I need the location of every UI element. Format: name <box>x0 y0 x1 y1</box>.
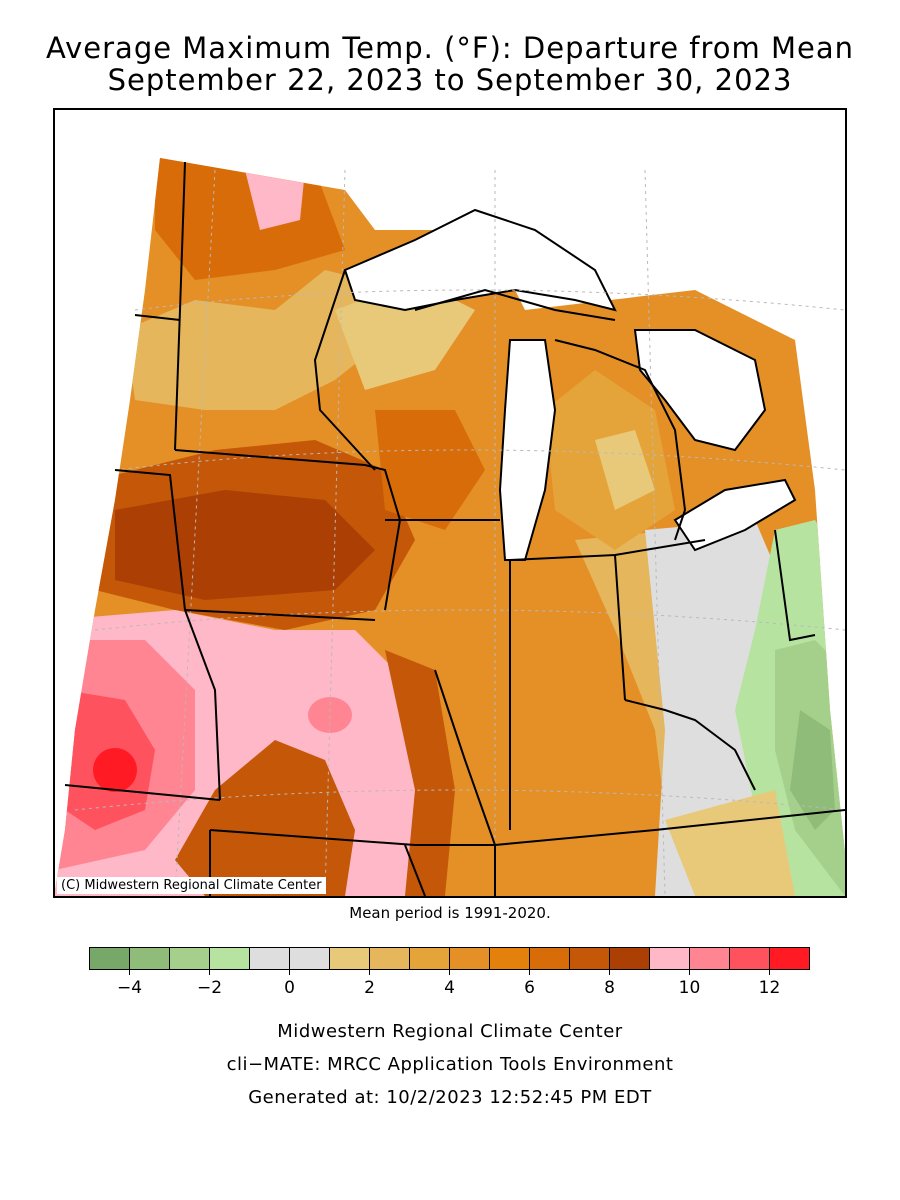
border-oh-pa <box>774 529 816 642</box>
field-pink-mo <box>308 697 352 733</box>
legend-tick-label: 10 <box>679 978 701 997</box>
field-lighttan-wi <box>335 280 475 390</box>
legend-bin <box>329 947 370 970</box>
legend-tick-label: 2 <box>364 978 375 997</box>
field-smo <box>175 740 355 896</box>
legend-tick-label: 4 <box>444 978 455 997</box>
mean-period-note: Mean period is 1991-2020. <box>349 904 551 922</box>
legend-bin <box>649 947 690 970</box>
border-mn-wi <box>313 269 376 471</box>
border-mn-ia <box>174 449 366 466</box>
copyright-label: (C) Midwestern Regional Climate Center <box>57 877 326 894</box>
legend-ticks: −4 −2 0 2 4 6 8 10 12 <box>117 969 781 997</box>
legend-bin <box>169 947 210 970</box>
graticule-line <box>174 169 216 896</box>
border-tn-ky <box>415 809 845 846</box>
legend-bin <box>129 947 170 970</box>
map-date-range: September 22, 2023 to September 30, 2023 <box>107 63 793 97</box>
footer-app: cli−MATE: MRCC Application Tools Environ… <box>226 1054 674 1075</box>
color-legend: −4 −2 0 2 4 6 8 10 12 <box>89 947 810 997</box>
legend-bin <box>369 947 410 970</box>
graticule <box>74 169 845 896</box>
field-wi-core <box>375 410 485 530</box>
graticule-line <box>74 789 845 811</box>
legend-tick-label: −4 <box>117 978 142 997</box>
graticule-line <box>644 169 666 896</box>
legend-tick-label: 6 <box>524 978 535 997</box>
field-green-3 <box>790 710 835 830</box>
graticule-line <box>114 449 845 471</box>
footer-org: Midwestern Regional Climate Center <box>277 1021 623 1042</box>
map-canvas <box>55 158 845 896</box>
border-up-mi <box>414 288 616 321</box>
field-ky-tan <box>665 790 795 896</box>
legend-bin <box>769 947 810 970</box>
border-ia-il <box>364 464 402 611</box>
border-ne-ks <box>184 609 221 801</box>
field-tan-mn <box>125 270 385 410</box>
lake-erie <box>673 478 797 552</box>
legend-bin <box>609 947 650 970</box>
state-borders <box>64 161 845 896</box>
footer-generated: Generated at: 10/2/2023 12:52:45 PM EDT <box>248 1087 652 1108</box>
border-lp-mi <box>554 339 687 541</box>
border-mn-nd <box>174 161 186 451</box>
legend-bin <box>689 947 730 970</box>
border-ar-ms <box>404 844 426 896</box>
border-mi-oh <box>614 539 706 556</box>
michigan-outline <box>414 288 687 541</box>
border-oh-ky <box>624 699 756 791</box>
legend-bin <box>209 947 250 970</box>
legend-bins <box>89 947 810 970</box>
legend-bin <box>89 947 130 970</box>
map-title: Average Maximum Temp. (°F): Departure fr… <box>45 31 855 65</box>
legend-bin <box>529 947 570 970</box>
border-mo-ar <box>209 829 416 846</box>
legend-bin <box>569 947 610 970</box>
legend-bin <box>489 947 530 970</box>
border-ia-mo <box>184 609 376 621</box>
legend-bin <box>729 947 770 970</box>
graticule-line <box>324 169 346 896</box>
legend-tick-label: −2 <box>197 978 222 997</box>
legend-tick-label: 12 <box>759 978 781 997</box>
legend-bin <box>249 947 290 970</box>
field-pink-arrowhead <box>245 170 305 230</box>
border-sd-ne <box>114 469 186 611</box>
legend-bin <box>449 947 490 970</box>
map-frame: (C) Midwestern Regional Climate Center <box>53 108 847 898</box>
legend-bin <box>289 947 330 970</box>
graticule-line <box>134 289 845 311</box>
great-lakes <box>343 208 797 561</box>
field-max-ks <box>93 748 137 792</box>
border-mo-il <box>434 669 496 846</box>
border-ks-ok <box>64 784 221 801</box>
legend-tick-label: 8 <box>604 978 615 997</box>
legend-bin <box>409 947 450 970</box>
border-nd-sd <box>134 314 181 321</box>
legend-tick-label: 0 <box>284 978 295 997</box>
lake-superior <box>343 208 617 312</box>
lake-huron <box>633 329 767 452</box>
field-mi-lp-tan <box>595 430 655 510</box>
field-mo-il-strip <box>385 650 455 896</box>
